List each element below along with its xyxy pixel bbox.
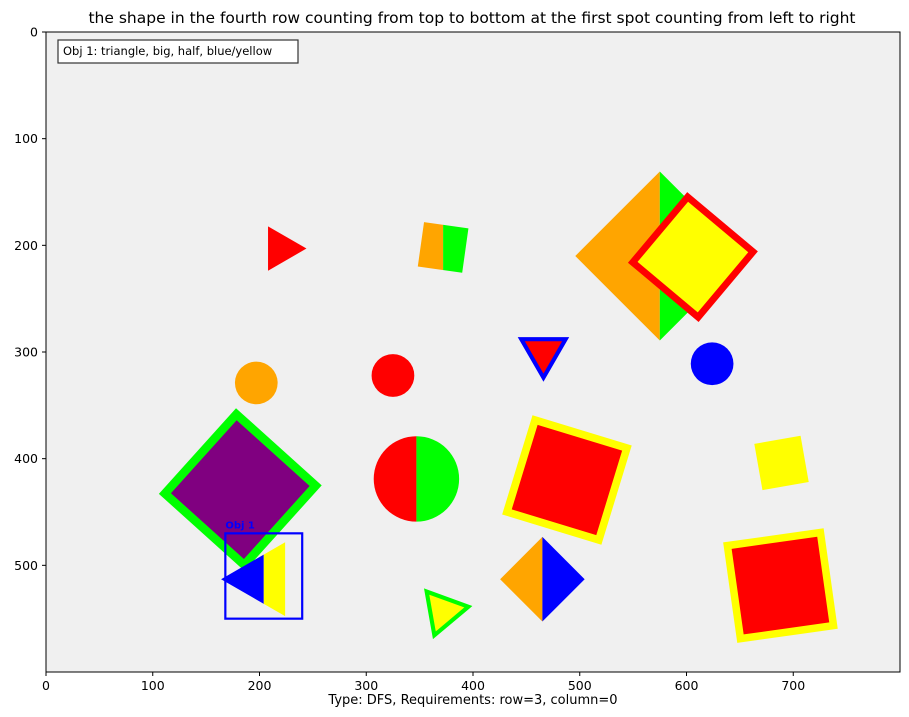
x-tick-label: 0: [42, 678, 50, 693]
x-tick-label: 500: [568, 678, 592, 693]
x-tick-label: 700: [781, 678, 805, 693]
red-circle: [371, 354, 415, 397]
purple-green-diamond-body: [158, 408, 322, 572]
legend: Obj 1: triangle, big, half, blue/yellow: [57, 39, 299, 64]
footer-caption: Type: DFS, Requirements: row=3, column=0: [327, 693, 617, 708]
target-box-label: Obj 1: [225, 520, 255, 531]
red-circle-body: [371, 354, 415, 397]
yellow-green-triangle: [424, 588, 473, 640]
purple-green-diamond: [158, 408, 322, 572]
y-tick-label: 400: [14, 451, 38, 466]
yellow-square-body: [754, 435, 809, 491]
red-triangle-body: [268, 226, 307, 271]
red-blue-triangle-body: [517, 337, 570, 382]
blue-circle-body: [690, 342, 734, 386]
y-tick-label: 500: [14, 558, 38, 573]
y-tick-label: 300: [14, 345, 38, 360]
yellow-green-triangle-body: [424, 588, 473, 640]
yellow-red-diamond-body: [627, 192, 758, 323]
yellow-red-diamond: [627, 192, 758, 323]
red-yellow-square-2: [723, 528, 838, 643]
target-annotation: Obj 1: [224, 520, 304, 620]
red-blue-triangle: [517, 337, 570, 382]
x-tick-label: 600: [675, 678, 699, 693]
x-tick-label: 200: [248, 678, 272, 693]
y-axis: 0 100 200 300 400 500: [14, 25, 46, 573]
yellow-square: [754, 435, 809, 491]
blue-yellow-triangle-right-half: [263, 542, 286, 617]
y-tick-label: 100: [14, 131, 38, 146]
y-tick-label: 0: [30, 25, 38, 40]
target-box: [224, 532, 304, 620]
x-tick-label: 400: [461, 678, 485, 693]
red-yellow-square-body: [502, 415, 632, 545]
x-axis: 0 100 200 300 400 500 600 700: [42, 672, 805, 693]
x-tick-label: 300: [354, 678, 378, 693]
red-yellow-square: [502, 415, 632, 545]
x-tick-label: 100: [141, 678, 165, 693]
legend-box: [57, 39, 299, 64]
y-tick-label: 200: [14, 238, 38, 253]
red-triangle: [268, 226, 307, 271]
red-yellow-square-2-body: [723, 528, 838, 643]
blue-circle: [690, 342, 734, 386]
orange-circle-body: [234, 361, 278, 405]
orange-circle: [234, 361, 278, 405]
chart-title: the shape in the fourth row counting fro…: [88, 9, 855, 27]
legend-text: Obj 1: triangle, big, half, blue/yellow: [63, 44, 272, 58]
